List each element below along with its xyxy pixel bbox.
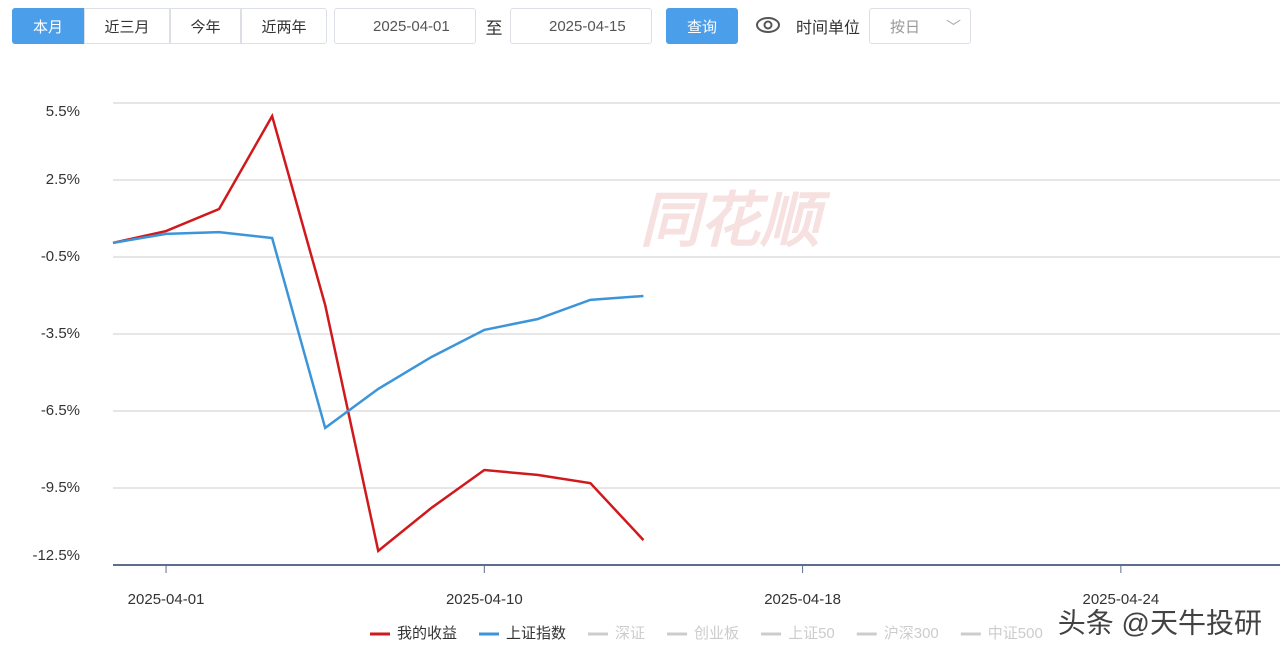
y-tick-label: -12.5%: [32, 547, 80, 564]
x-tick-label: 2025-04-18: [764, 591, 841, 608]
range-button[interactable]: 今年: [170, 8, 241, 44]
unit-select-text: 按日: [890, 18, 921, 36]
legend-label[interactable]: 创业板: [694, 624, 739, 642]
unit-select[interactable]: 按日 ﹀: [869, 8, 971, 44]
legend-label[interactable]: 深证: [615, 625, 645, 642]
range-button[interactable]: 近两年: [241, 8, 327, 44]
x-tick-label: 2025-04-10: [446, 591, 523, 608]
separator: 至: [480, 8, 508, 44]
query-button[interactable]: 查询: [666, 8, 738, 44]
unit-label: 时间单位: [790, 8, 866, 44]
x-tick-label: 2025-04-24: [1082, 591, 1159, 608]
y-tick-label: 5.5%: [46, 103, 80, 120]
watermark: 同花顺: [640, 187, 831, 254]
legend-label[interactable]: 沪深300: [884, 625, 939, 642]
y-tick-label: -6.5%: [41, 402, 80, 419]
legend-label[interactable]: 中证500: [988, 625, 1043, 642]
y-tick-label: -9.5%: [41, 479, 80, 496]
y-tick-label: -3.5%: [41, 325, 80, 342]
footer-watermark: 头条 @天牛投研: [1058, 607, 1262, 638]
range-button[interactable]: 近三月: [84, 8, 170, 44]
legend-label[interactable]: 上证50: [788, 625, 835, 642]
y-tick-label: -0.5%: [41, 248, 80, 265]
range-button[interactable]: 本月: [12, 8, 84, 44]
end-date-input[interactable]: 2025-04-15: [510, 8, 652, 44]
x-tick-label: 2025-04-01: [128, 591, 205, 608]
series-line: [112, 230, 644, 431]
legend-label[interactable]: 上证指数: [506, 625, 566, 642]
y-tick-label: 2.5%: [46, 171, 80, 188]
eye-icon[interactable]: [754, 11, 784, 41]
start-date-input[interactable]: 2025-04-01: [334, 8, 476, 44]
series-line: [112, 112, 645, 554]
legend-label[interactable]: 我的收益: [397, 625, 457, 642]
